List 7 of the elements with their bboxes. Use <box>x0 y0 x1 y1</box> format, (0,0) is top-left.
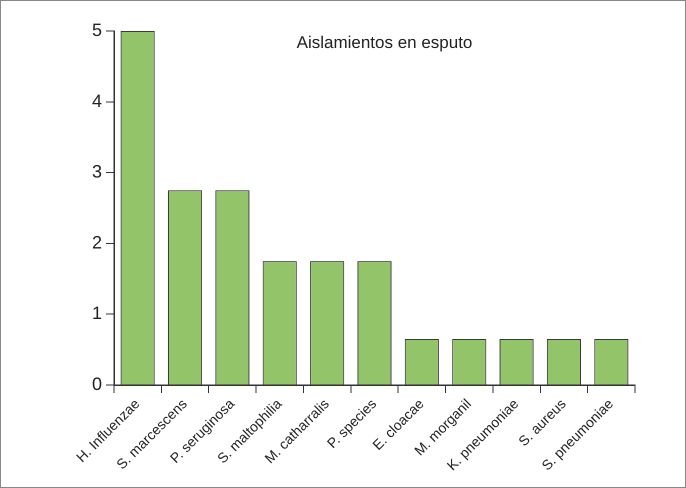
y-tick-label: 3 <box>92 162 102 182</box>
y-tick-label: 1 <box>92 303 102 324</box>
y-tick-label: 0 <box>92 374 102 394</box>
y-tick-label: 2 <box>92 232 102 252</box>
y-tick-label: 4 <box>92 90 102 111</box>
y-tick-label: 5 <box>92 20 102 40</box>
chart-title: Aislamientos en esputo <box>296 33 472 52</box>
